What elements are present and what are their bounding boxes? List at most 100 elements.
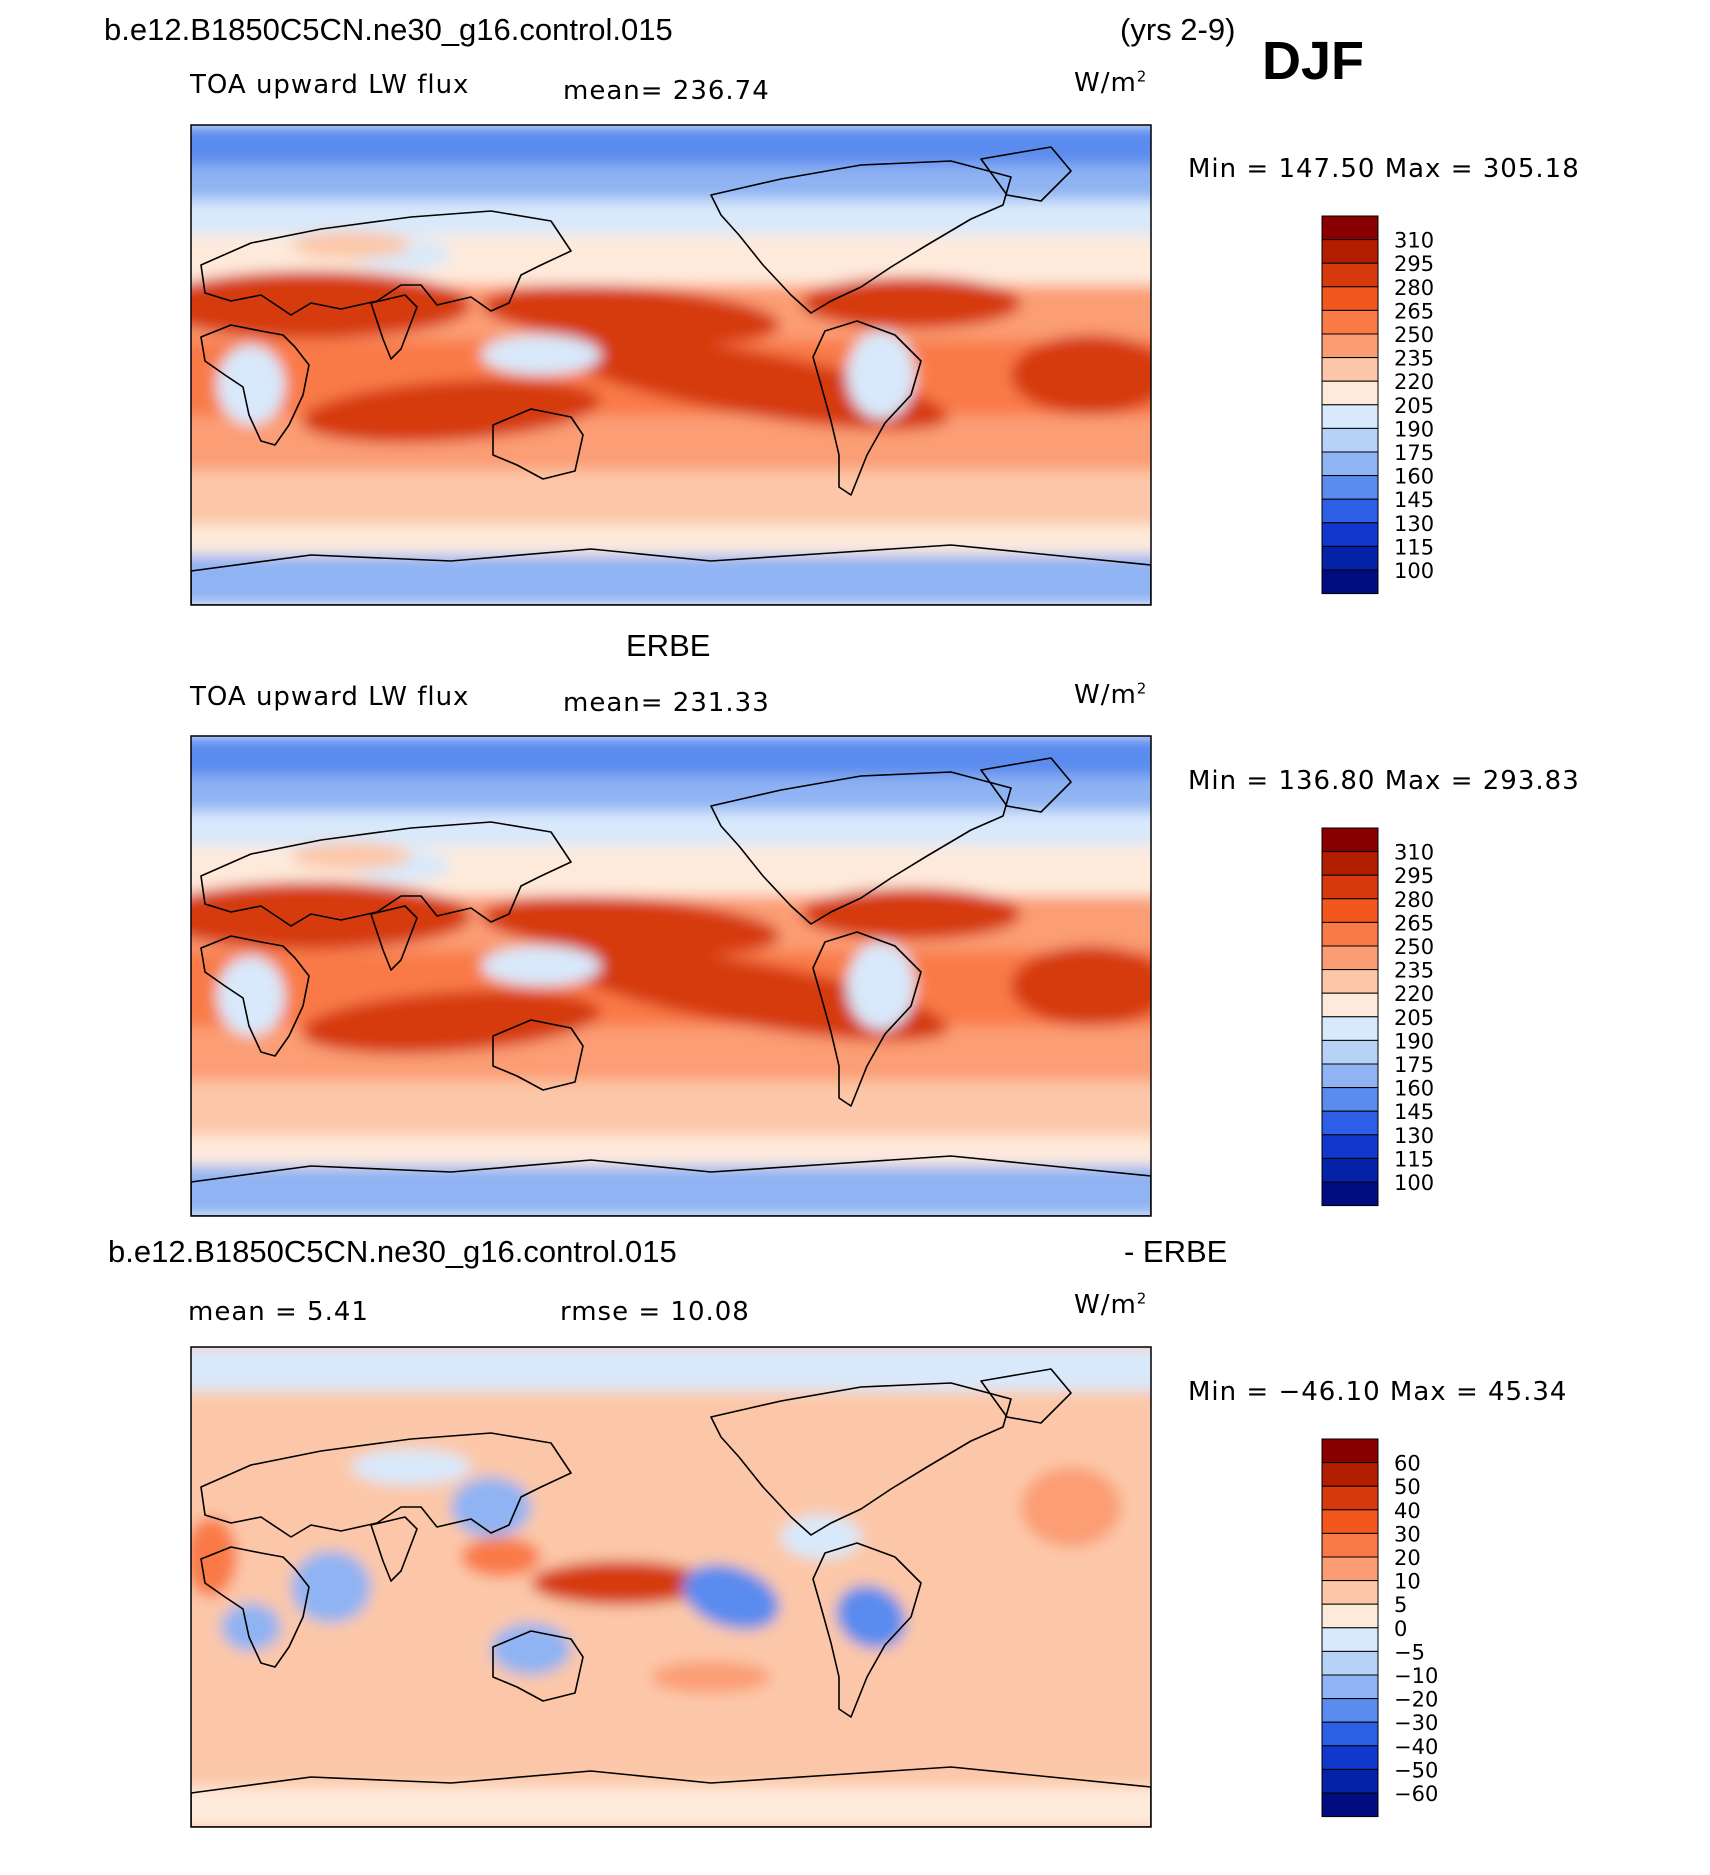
panel1-colorbar-swatch	[1321, 404, 1379, 429]
panel1-colorbar-tick-label: 130	[1394, 512, 1434, 536]
panel1-colorbar-swatch	[1321, 451, 1379, 477]
panel1-colorbar-swatch	[1321, 357, 1379, 382]
subtropical-max	[191, 882, 471, 950]
subtropical-max	[801, 277, 1021, 329]
negative-anomaly	[836, 1585, 906, 1649]
subtropical-max	[301, 379, 601, 443]
coastline	[200, 1546, 310, 1668]
panel3-colorbar-tick-label: 0	[1394, 1617, 1407, 1641]
coastline	[191, 1155, 1151, 1216]
latitude-band	[191, 776, 1151, 811]
latitude-band	[191, 736, 1151, 776]
panel2-colorbar-tick-label: 145	[1394, 1100, 1434, 1124]
panel3-colorbar-tick-label: 50	[1394, 1475, 1421, 1499]
panel3-colorbar-tick-label: −5	[1394, 1640, 1425, 1664]
panel1-colorbar-swatch	[1321, 498, 1379, 524]
panel1-colorbar-tick-label: 250	[1394, 323, 1434, 347]
panel2-colorbar-swatch	[1321, 1157, 1379, 1183]
coastline	[191, 1766, 1151, 1827]
coastline	[370, 905, 418, 971]
panel2-variable: TOA upward LW flux	[190, 682, 470, 712]
panel2-colorbar-tick-label: 175	[1394, 1053, 1434, 1077]
panel2-colorbar-swatch	[1321, 1016, 1379, 1041]
panel2-colorbar-tick-label: 220	[1394, 982, 1434, 1006]
convective-min	[291, 842, 411, 870]
panel1-colorbar-tick-label: 220	[1394, 370, 1434, 394]
panel1-colorbar-swatch	[1321, 569, 1379, 595]
subtropical-max	[1011, 335, 1151, 415]
panel1-minmax: Min = 147.50 Max = 305.18	[1188, 154, 1580, 184]
coastline	[980, 1368, 1072, 1424]
panel3-colorbar-tick-label: −50	[1394, 1758, 1438, 1782]
panel2-colorbar-tick-label: 115	[1394, 1147, 1434, 1171]
panel2-colorbar-swatch	[1321, 898, 1379, 923]
panel1-colorbar-tick-label: 205	[1394, 394, 1434, 418]
panel2-minmax: Min = 136.80 Max = 293.83	[1188, 766, 1580, 796]
panel2-colorbar-swatch	[1321, 1039, 1379, 1065]
panel3-minmax: Min = −46.10 Max = 45.34	[1188, 1377, 1568, 1407]
panel2-units: W/m2	[1074, 679, 1148, 710]
negative-anomaly	[451, 1477, 531, 1537]
convective-min	[217, 345, 285, 425]
panel2-colorbar-tick-label: 250	[1394, 935, 1434, 959]
panel1-colorbar-tick-label: 115	[1394, 535, 1434, 559]
panel3-colorbar-swatch	[1321, 1556, 1379, 1582]
negative-anomaly	[351, 1449, 471, 1485]
panel3-units: W/m2	[1074, 1289, 1148, 1320]
coastline	[980, 146, 1072, 202]
latitude-band	[191, 1347, 1151, 1391]
panel3-colorbar-swatch	[1321, 1745, 1379, 1770]
panel3-rmse: rmse = 10.08	[560, 1297, 750, 1327]
panel1-variable: TOA upward LW flux	[190, 70, 470, 100]
season-label: DJF	[1262, 31, 1365, 91]
convective-min	[481, 335, 601, 375]
panel1-colorbar-swatch	[1321, 262, 1379, 288]
panel1-colorbar-swatch	[1321, 215, 1379, 241]
panel3-colorbar-swatch	[1321, 1532, 1379, 1558]
panel2-colorbar-tick-label: 130	[1394, 1124, 1434, 1148]
coastline	[200, 324, 310, 446]
convective-min	[217, 956, 285, 1036]
convective-min	[847, 942, 915, 1030]
panel3-colorbar-swatch	[1321, 1650, 1379, 1676]
panel3-colorbar-tick-label: 60	[1394, 1452, 1421, 1476]
panel3-colorbar-swatch	[1321, 1674, 1379, 1700]
panel3-colorbar-swatch	[1321, 1768, 1379, 1794]
panel3-map	[190, 1346, 1152, 1828]
coastline	[492, 1019, 584, 1091]
panel2-colorbar-tick-label: 265	[1394, 911, 1434, 935]
panel3-colorbar-swatch	[1321, 1603, 1379, 1629]
positive-anomaly	[461, 1537, 541, 1577]
coastline	[191, 544, 1151, 605]
latitude-band	[191, 525, 1151, 555]
panel2-colorbar-swatch	[1321, 827, 1379, 853]
coastline	[710, 1382, 1012, 1536]
positive-anomaly	[191, 1517, 237, 1597]
latitude-band	[191, 125, 1151, 165]
panel2-colorbar-swatch	[1321, 1063, 1379, 1089]
panel2-colorbar-tick-label: 205	[1394, 1006, 1434, 1030]
panel2-colorbar-tick-label: 295	[1394, 864, 1434, 888]
panel2-colorbar-swatch	[1321, 945, 1379, 971]
panel3-colorbar-tick-label: 5	[1394, 1593, 1407, 1617]
subtropical-max	[481, 285, 781, 345]
panel3-colorbar-tick-label: −30	[1394, 1711, 1438, 1735]
panel2-map	[190, 735, 1152, 1217]
latitude-band	[191, 1166, 1151, 1216]
panel1-mean: mean= 236.74	[563, 76, 770, 106]
panel2-colorbar-swatch	[1321, 921, 1379, 947]
positive-anomaly	[531, 1561, 711, 1605]
panel1-colorbar-swatch	[1321, 333, 1379, 359]
coastline	[200, 821, 572, 927]
panel1-units: W/m2	[1074, 67, 1148, 98]
panel1-colorbar-tick-label: 100	[1394, 559, 1434, 583]
panel2-mean: mean= 231.33	[563, 688, 770, 718]
negative-anomaly	[491, 1623, 571, 1675]
panel3-colorbar-swatch	[1321, 1721, 1379, 1747]
coastline	[812, 1542, 922, 1718]
coastline	[200, 1432, 572, 1538]
convective-min	[291, 231, 411, 259]
coastline	[492, 1630, 584, 1702]
latitude-band	[191, 1136, 1151, 1166]
panel3-colorbar-swatch	[1321, 1438, 1379, 1464]
